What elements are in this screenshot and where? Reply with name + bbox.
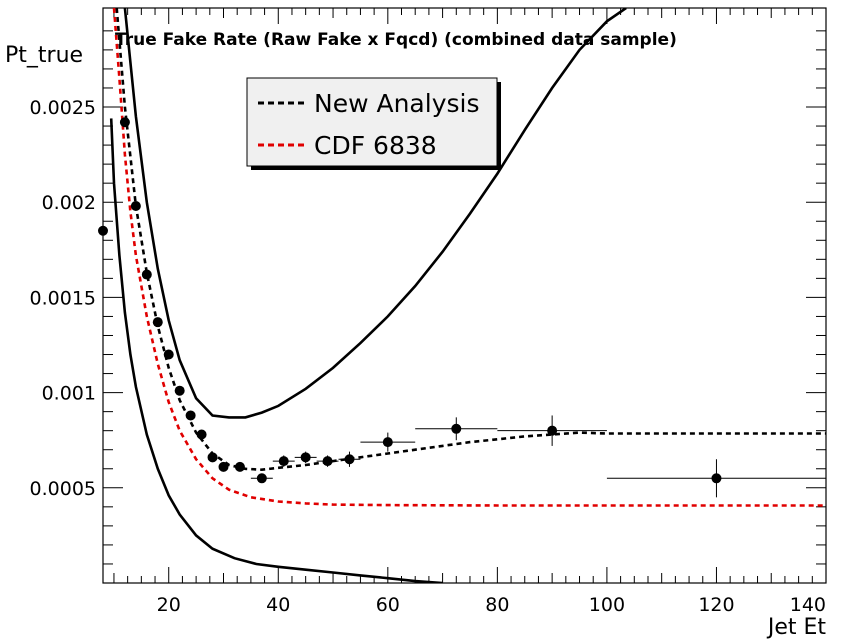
y-tick-label: 0.002 [42, 192, 96, 214]
data-point [547, 425, 558, 436]
y-tick-label: 0.0015 [30, 287, 96, 309]
data-point [322, 456, 333, 467]
data-point [141, 269, 152, 280]
data-point [130, 201, 141, 212]
x-tick-label: 120 [698, 594, 734, 616]
x-axis-label: Jet Et [766, 615, 827, 640]
data-point [163, 349, 174, 360]
data-point [119, 117, 130, 128]
curve-cdf-6838 [112, 8, 826, 507]
y-tick-label: 0.0025 [30, 97, 96, 119]
legend-cdf-label: CDF 6838 [314, 131, 437, 160]
data-point [711, 473, 722, 484]
data-point [174, 385, 185, 396]
data-point [382, 437, 393, 448]
data-point [234, 461, 245, 472]
x-tick-label: 100 [589, 594, 625, 616]
curve-band-3 [109, 118, 443, 583]
data-point [344, 454, 355, 465]
data-point [196, 429, 207, 440]
data-point [300, 452, 311, 463]
y-tick-label: 0.0005 [30, 478, 96, 500]
data-point [98, 225, 108, 236]
data-points [98, 117, 826, 498]
data-point [152, 317, 163, 328]
x-tick-label: 40 [266, 594, 290, 616]
legend: New Analysis CDF 6838 [246, 77, 501, 170]
x-tick-label: 80 [485, 594, 509, 616]
plot-frame [102, 7, 827, 584]
x-tick-label: 20 [157, 594, 181, 616]
curve-band-2 [123, 8, 627, 419]
x-tick-label: 60 [376, 594, 400, 616]
data-point [218, 461, 229, 472]
y-axis-label: Pt_true [5, 43, 83, 68]
data-point [451, 423, 462, 434]
data-point [278, 456, 289, 467]
legend-box [246, 77, 498, 167]
axis-ticks: 20 40 60 80 100 120 140 0.0005 0.001 0.0015 0.002 0… [30, 8, 827, 616]
data-point [256, 473, 267, 484]
data-point [185, 410, 196, 421]
data-point [207, 452, 218, 463]
x-tick-label: 140 [790, 594, 826, 616]
legend-new-analysis-label: New Analysis [314, 89, 479, 118]
y-tick-label: 0.001 [42, 383, 96, 405]
chart-title: True Fake Rate (Raw Fake x Fqcd) (combin… [115, 30, 677, 50]
